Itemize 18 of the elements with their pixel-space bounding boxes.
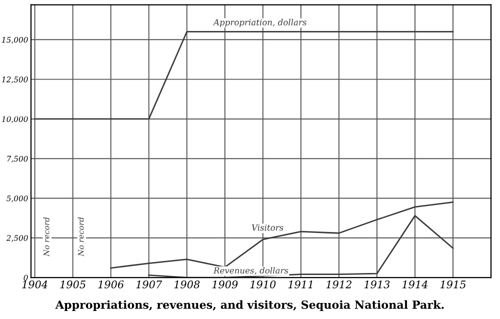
x-tick-label: 1904 [22, 280, 48, 288]
x-tick-label: 1911 [288, 280, 312, 288]
x-tick-label: 1909 [212, 280, 238, 288]
x-tick-label: 1906 [98, 280, 124, 288]
x-tick-label: 1907 [136, 280, 162, 288]
series-label: Revenues, dollars [213, 267, 288, 275]
x-tick-label: 1905 [60, 280, 86, 288]
line-series [148, 214, 454, 278]
x-tick-label: 1908 [174, 280, 200, 288]
series-label: Appropriation, dollars [212, 18, 306, 27]
series-label: Visitors [252, 224, 284, 231]
line-series [110, 202, 454, 269]
x-tick-label: 1910 [250, 280, 276, 288]
x-tick-label: 1914 [402, 280, 428, 288]
x-tick-label: 1913 [364, 280, 390, 288]
x-tick-label: 1915 [440, 280, 466, 288]
x-tick-label: 1912 [326, 280, 352, 288]
text: Appropriations, revenues, and visitors, Sequoia National Park. [55, 300, 444, 312]
